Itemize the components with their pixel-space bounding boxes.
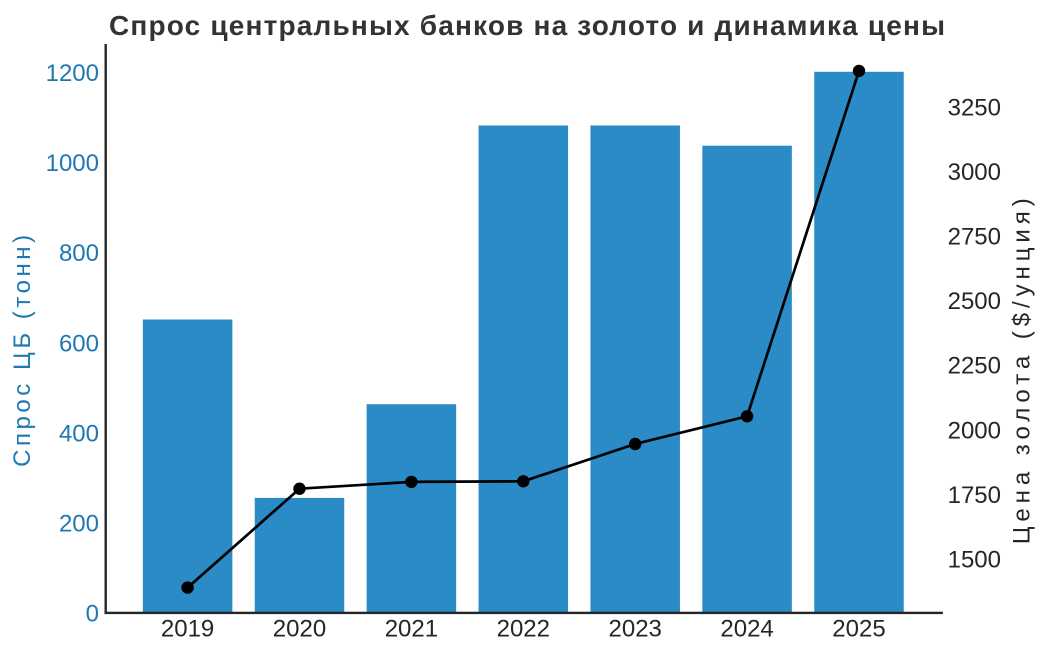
svg-text:2000: 2000 (948, 417, 1001, 444)
svg-text:2750: 2750 (948, 224, 1001, 251)
svg-text:3250: 3250 (948, 95, 1001, 122)
svg-text:1500: 1500 (948, 546, 1001, 573)
svg-text:200: 200 (59, 510, 99, 537)
svg-text:1200: 1200 (46, 60, 99, 87)
svg-text:2024: 2024 (720, 616, 773, 643)
svg-text:2021: 2021 (385, 616, 438, 643)
svg-text:2022: 2022 (497, 616, 550, 643)
svg-text:1000: 1000 (46, 150, 99, 177)
svg-text:400: 400 (59, 420, 99, 447)
svg-text:2023: 2023 (609, 616, 662, 643)
svg-text:600: 600 (59, 330, 99, 357)
svg-text:0: 0 (86, 601, 99, 628)
svg-text:800: 800 (59, 240, 99, 267)
svg-text:2025: 2025 (832, 616, 885, 643)
svg-text:2019: 2019 (161, 616, 214, 643)
svg-text:3000: 3000 (948, 159, 1001, 186)
svg-text:2250: 2250 (948, 353, 1001, 380)
svg-text:2020: 2020 (273, 616, 326, 643)
svg-text:2500: 2500 (948, 288, 1001, 315)
svg-text:Спрос центральных банков на зо: Спрос центральных банков на золото и дин… (109, 10, 945, 41)
svg-text:1750: 1750 (948, 482, 1001, 509)
